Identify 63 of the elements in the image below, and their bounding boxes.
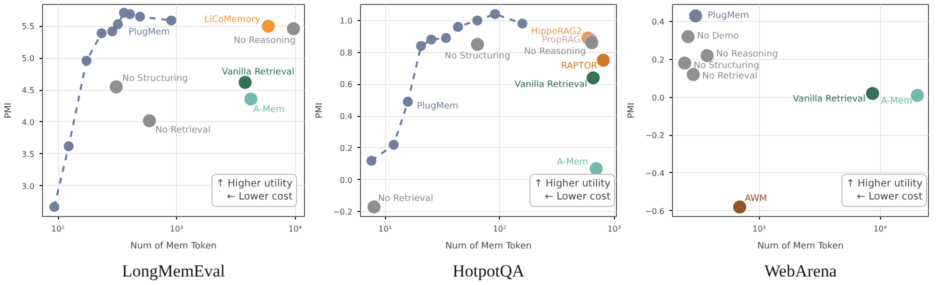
series-label: A-Mem bbox=[253, 105, 285, 116]
series-label: No Reasoning bbox=[234, 36, 296, 46]
y-tick-label: 3.0 bbox=[22, 182, 35, 191]
series-label: No Retrieval bbox=[702, 72, 758, 82]
annotation: ↑ Higher utility ← Lower cost bbox=[534, 178, 611, 202]
y-tick-label: 4.5 bbox=[22, 86, 35, 96]
series-label: LiCoMemory bbox=[204, 15, 261, 26]
y-tick-label: 1.0 bbox=[340, 16, 353, 26]
y-tick-label: 0.2 bbox=[652, 55, 665, 64]
x-tick-label: 10² bbox=[492, 224, 506, 234]
text: LongMemEval bbox=[122, 262, 226, 280]
y-tick-label: −0.2 bbox=[645, 131, 665, 140]
text: HotpotQA bbox=[452, 262, 526, 280]
x-axis-title: Num of Mem Token bbox=[445, 242, 532, 252]
x-tick-label: 10⁴ bbox=[873, 224, 887, 234]
series-label: No Retrieval bbox=[378, 194, 434, 204]
series-label: PropRAG bbox=[542, 36, 581, 46]
x-tick-label: 10¹ bbox=[378, 224, 392, 234]
x-tick-label: 10³ bbox=[752, 224, 766, 234]
series-label: No Demo bbox=[697, 32, 740, 42]
series-label: No Reasoning bbox=[716, 50, 778, 60]
series-label: No Reasoning bbox=[524, 46, 586, 57]
series-label: Vanilla Retrieval bbox=[222, 67, 294, 78]
annotation: ↑ Higher utility ← Lower cost bbox=[846, 178, 923, 202]
series-label: A-Mem bbox=[556, 158, 588, 168]
x-axis-title: Num of Mem Token bbox=[130, 242, 217, 252]
series-label: No Structuring bbox=[694, 61, 760, 72]
y-tick-label: 0.4 bbox=[340, 112, 353, 122]
series-label: A-Mem bbox=[881, 96, 912, 106]
y-axis-title: PMI bbox=[4, 102, 14, 118]
y-tick-label: 0.0 bbox=[652, 93, 665, 102]
y-tick-label: 3.5 bbox=[22, 150, 35, 159]
series-label: PlugMem bbox=[416, 102, 458, 112]
y-tick-label: 4.0 bbox=[22, 118, 35, 127]
annotation: ↑ Higher utility ← Lower cost bbox=[216, 178, 293, 202]
x-tick-label: 10³ bbox=[608, 224, 621, 234]
series-label: RAPTOR bbox=[560, 61, 598, 72]
y-tick-label: 0.6 bbox=[340, 80, 353, 90]
x-tick-label: 10² bbox=[51, 224, 65, 234]
series-label: PlugMem bbox=[708, 10, 750, 21]
x-axis-title: Num of Mem Token bbox=[757, 242, 844, 252]
y-tick-label: 5.5 bbox=[22, 22, 35, 32]
series-label: Vanilla Retrieval bbox=[792, 94, 866, 104]
x-tick-label: 10³ bbox=[170, 224, 184, 234]
y-axis-title: PMI bbox=[315, 102, 326, 118]
y-tick-label: 0.0 bbox=[340, 176, 353, 185]
series-label: No Structuring bbox=[444, 51, 510, 62]
y-tick-label: 0.4 bbox=[652, 18, 665, 27]
y-axis-title: PMI bbox=[627, 102, 638, 118]
y-tick-label: 0.2 bbox=[340, 144, 353, 153]
series-label: No Retrieval bbox=[155, 126, 210, 136]
series-label: AWM bbox=[744, 194, 768, 204]
series-label: Vanilla Retrieval bbox=[514, 80, 588, 90]
series-label: PlugMem bbox=[128, 27, 170, 38]
series-label: HippoRAG2 bbox=[531, 26, 582, 37]
y-tick-label: −0.6 bbox=[645, 206, 665, 216]
y-tick-label: −0.4 bbox=[645, 168, 665, 178]
x-tick-label: 10⁴ bbox=[288, 224, 302, 234]
y-tick-label: 0.8 bbox=[340, 48, 353, 58]
y-tick-label: −0.2 bbox=[333, 208, 353, 217]
y-tick-label: 5.0 bbox=[22, 54, 35, 64]
series-label: No Structuring bbox=[122, 74, 188, 84]
text: WebArena bbox=[764, 262, 838, 280]
